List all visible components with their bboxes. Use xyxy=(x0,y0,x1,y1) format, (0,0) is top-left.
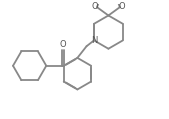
Text: O: O xyxy=(92,2,98,11)
Text: O: O xyxy=(118,2,125,11)
Text: N: N xyxy=(91,36,97,45)
Text: O: O xyxy=(60,40,66,49)
